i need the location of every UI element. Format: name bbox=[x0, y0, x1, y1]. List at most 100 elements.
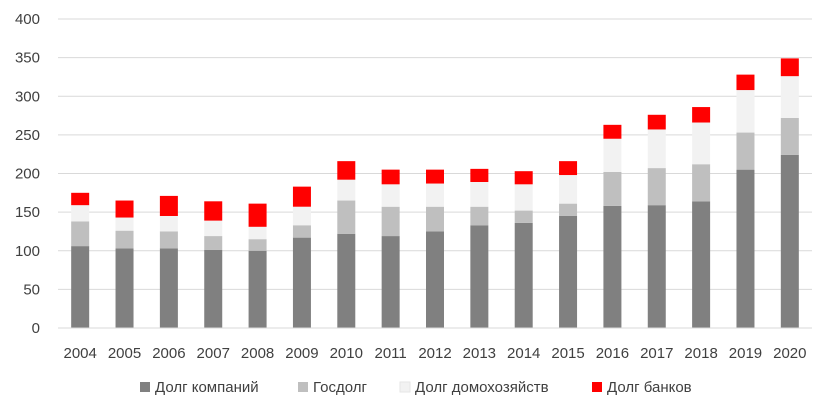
bar-segment bbox=[470, 225, 489, 328]
bar-segment bbox=[292, 225, 311, 238]
bar-segment bbox=[780, 117, 799, 155]
x-tick-label: 2014 bbox=[507, 345, 540, 362]
x-tick-label: 2015 bbox=[551, 345, 584, 362]
bar-segment bbox=[647, 114, 666, 130]
bar-segment bbox=[204, 201, 223, 221]
x-tick-label: 2018 bbox=[684, 345, 717, 362]
bar-segment bbox=[292, 237, 311, 328]
x-tick-label: 2019 bbox=[729, 345, 762, 362]
bar-segment bbox=[603, 205, 622, 328]
bar-segment bbox=[647, 168, 666, 206]
bar-segment bbox=[559, 215, 578, 328]
legend-swatch bbox=[592, 382, 602, 392]
bar-segment bbox=[292, 186, 311, 207]
bar-segment bbox=[248, 226, 267, 240]
y-tick-label: 150 bbox=[15, 204, 40, 221]
bars bbox=[71, 58, 799, 328]
y-axis: 0 50 100 150 200 250 300 350 400 bbox=[15, 11, 40, 337]
bar-segment bbox=[381, 184, 400, 207]
y-tick-label: 0 bbox=[32, 320, 40, 337]
y-tick-label: 350 bbox=[15, 50, 40, 67]
bar-segment bbox=[71, 221, 90, 247]
bar-segment bbox=[381, 169, 400, 185]
legend-label: Долг банков bbox=[607, 379, 692, 396]
bar-segment bbox=[514, 222, 533, 328]
y-tick-label: 100 bbox=[15, 243, 40, 260]
bar-segment bbox=[426, 169, 444, 184]
bar-segment bbox=[115, 217, 134, 231]
legend-swatch bbox=[399, 381, 411, 393]
bar-segment bbox=[559, 161, 578, 176]
bar-segment bbox=[381, 206, 400, 237]
y-tick-label: 400 bbox=[15, 11, 40, 28]
bar-segment bbox=[514, 171, 533, 185]
bar-segment bbox=[603, 124, 622, 139]
bar-segment bbox=[248, 239, 267, 251]
legend-swatch bbox=[140, 382, 150, 392]
y-tick-label: 250 bbox=[15, 127, 40, 144]
bar-segment bbox=[603, 171, 622, 206]
bar-segment bbox=[647, 129, 666, 169]
bar-segment bbox=[381, 236, 400, 328]
bar-segment bbox=[248, 250, 267, 328]
bar-segment bbox=[780, 58, 799, 77]
bar-segment bbox=[736, 132, 755, 170]
legend: Долг компаний Госдолг Долг домохозяйств Дол… bbox=[140, 379, 692, 396]
bar-segment bbox=[71, 205, 90, 222]
bar-segment bbox=[204, 236, 223, 250]
y-tick-label: 200 bbox=[15, 166, 40, 183]
bar-segment bbox=[692, 164, 711, 202]
bar-segment bbox=[204, 220, 223, 237]
x-tick-label: 2012 bbox=[418, 345, 451, 362]
bar-segment bbox=[736, 74, 755, 91]
bar-segment bbox=[204, 249, 223, 328]
bar-segment bbox=[692, 122, 711, 165]
bar-segment bbox=[292, 206, 311, 226]
bar-segment bbox=[71, 246, 90, 328]
bar-segment bbox=[426, 183, 444, 207]
bar-segment bbox=[115, 200, 134, 218]
x-tick-label: 2009 bbox=[285, 345, 318, 362]
bar-segment bbox=[337, 161, 356, 180]
bar-segment bbox=[470, 168, 489, 182]
x-tick-label: 2017 bbox=[640, 345, 673, 362]
bar-segment bbox=[115, 248, 134, 328]
bar-segment bbox=[559, 203, 578, 216]
x-tick-label: 2011 bbox=[375, 345, 407, 362]
x-tick-label: 2013 bbox=[463, 345, 496, 362]
y-tick-label: 300 bbox=[15, 88, 40, 105]
bar-segment bbox=[736, 90, 755, 133]
legend-swatch bbox=[298, 382, 308, 392]
bar-segment bbox=[159, 231, 178, 249]
bar-segment bbox=[470, 181, 489, 207]
bar-segment bbox=[426, 231, 444, 328]
bar-segment bbox=[159, 195, 178, 216]
bar-segment bbox=[337, 233, 356, 328]
x-tick-label: 2005 bbox=[108, 345, 141, 362]
x-tick-label: 2016 bbox=[596, 345, 629, 362]
bar-segment bbox=[115, 230, 134, 249]
x-tick-label: 2006 bbox=[152, 345, 185, 362]
bar-segment bbox=[514, 210, 533, 223]
bar-segment bbox=[692, 201, 711, 328]
x-tick-label: 2020 bbox=[773, 345, 806, 362]
x-tick-label: 2007 bbox=[197, 345, 230, 362]
bar-segment bbox=[514, 184, 533, 211]
bar-segment bbox=[337, 200, 356, 234]
bar-segment bbox=[426, 206, 444, 232]
bar-segment bbox=[647, 205, 666, 328]
bar-segment bbox=[337, 179, 356, 201]
bar-segment bbox=[159, 248, 178, 328]
bar-segment bbox=[692, 107, 711, 123]
legend-label: Госдолг bbox=[313, 379, 367, 396]
bar-segment bbox=[71, 192, 90, 206]
bar-segment bbox=[603, 138, 622, 172]
x-tick-label: 2008 bbox=[241, 345, 274, 362]
x-tick-label: 2004 bbox=[63, 345, 96, 362]
bar-segment bbox=[159, 215, 178, 232]
y-tick-label: 50 bbox=[23, 281, 40, 298]
bar-segment bbox=[780, 154, 799, 328]
x-axis: 2004 2005 2006 2007 2008 2009 2010 2011 2012 2013… bbox=[63, 345, 806, 362]
bar-segment bbox=[248, 203, 267, 227]
